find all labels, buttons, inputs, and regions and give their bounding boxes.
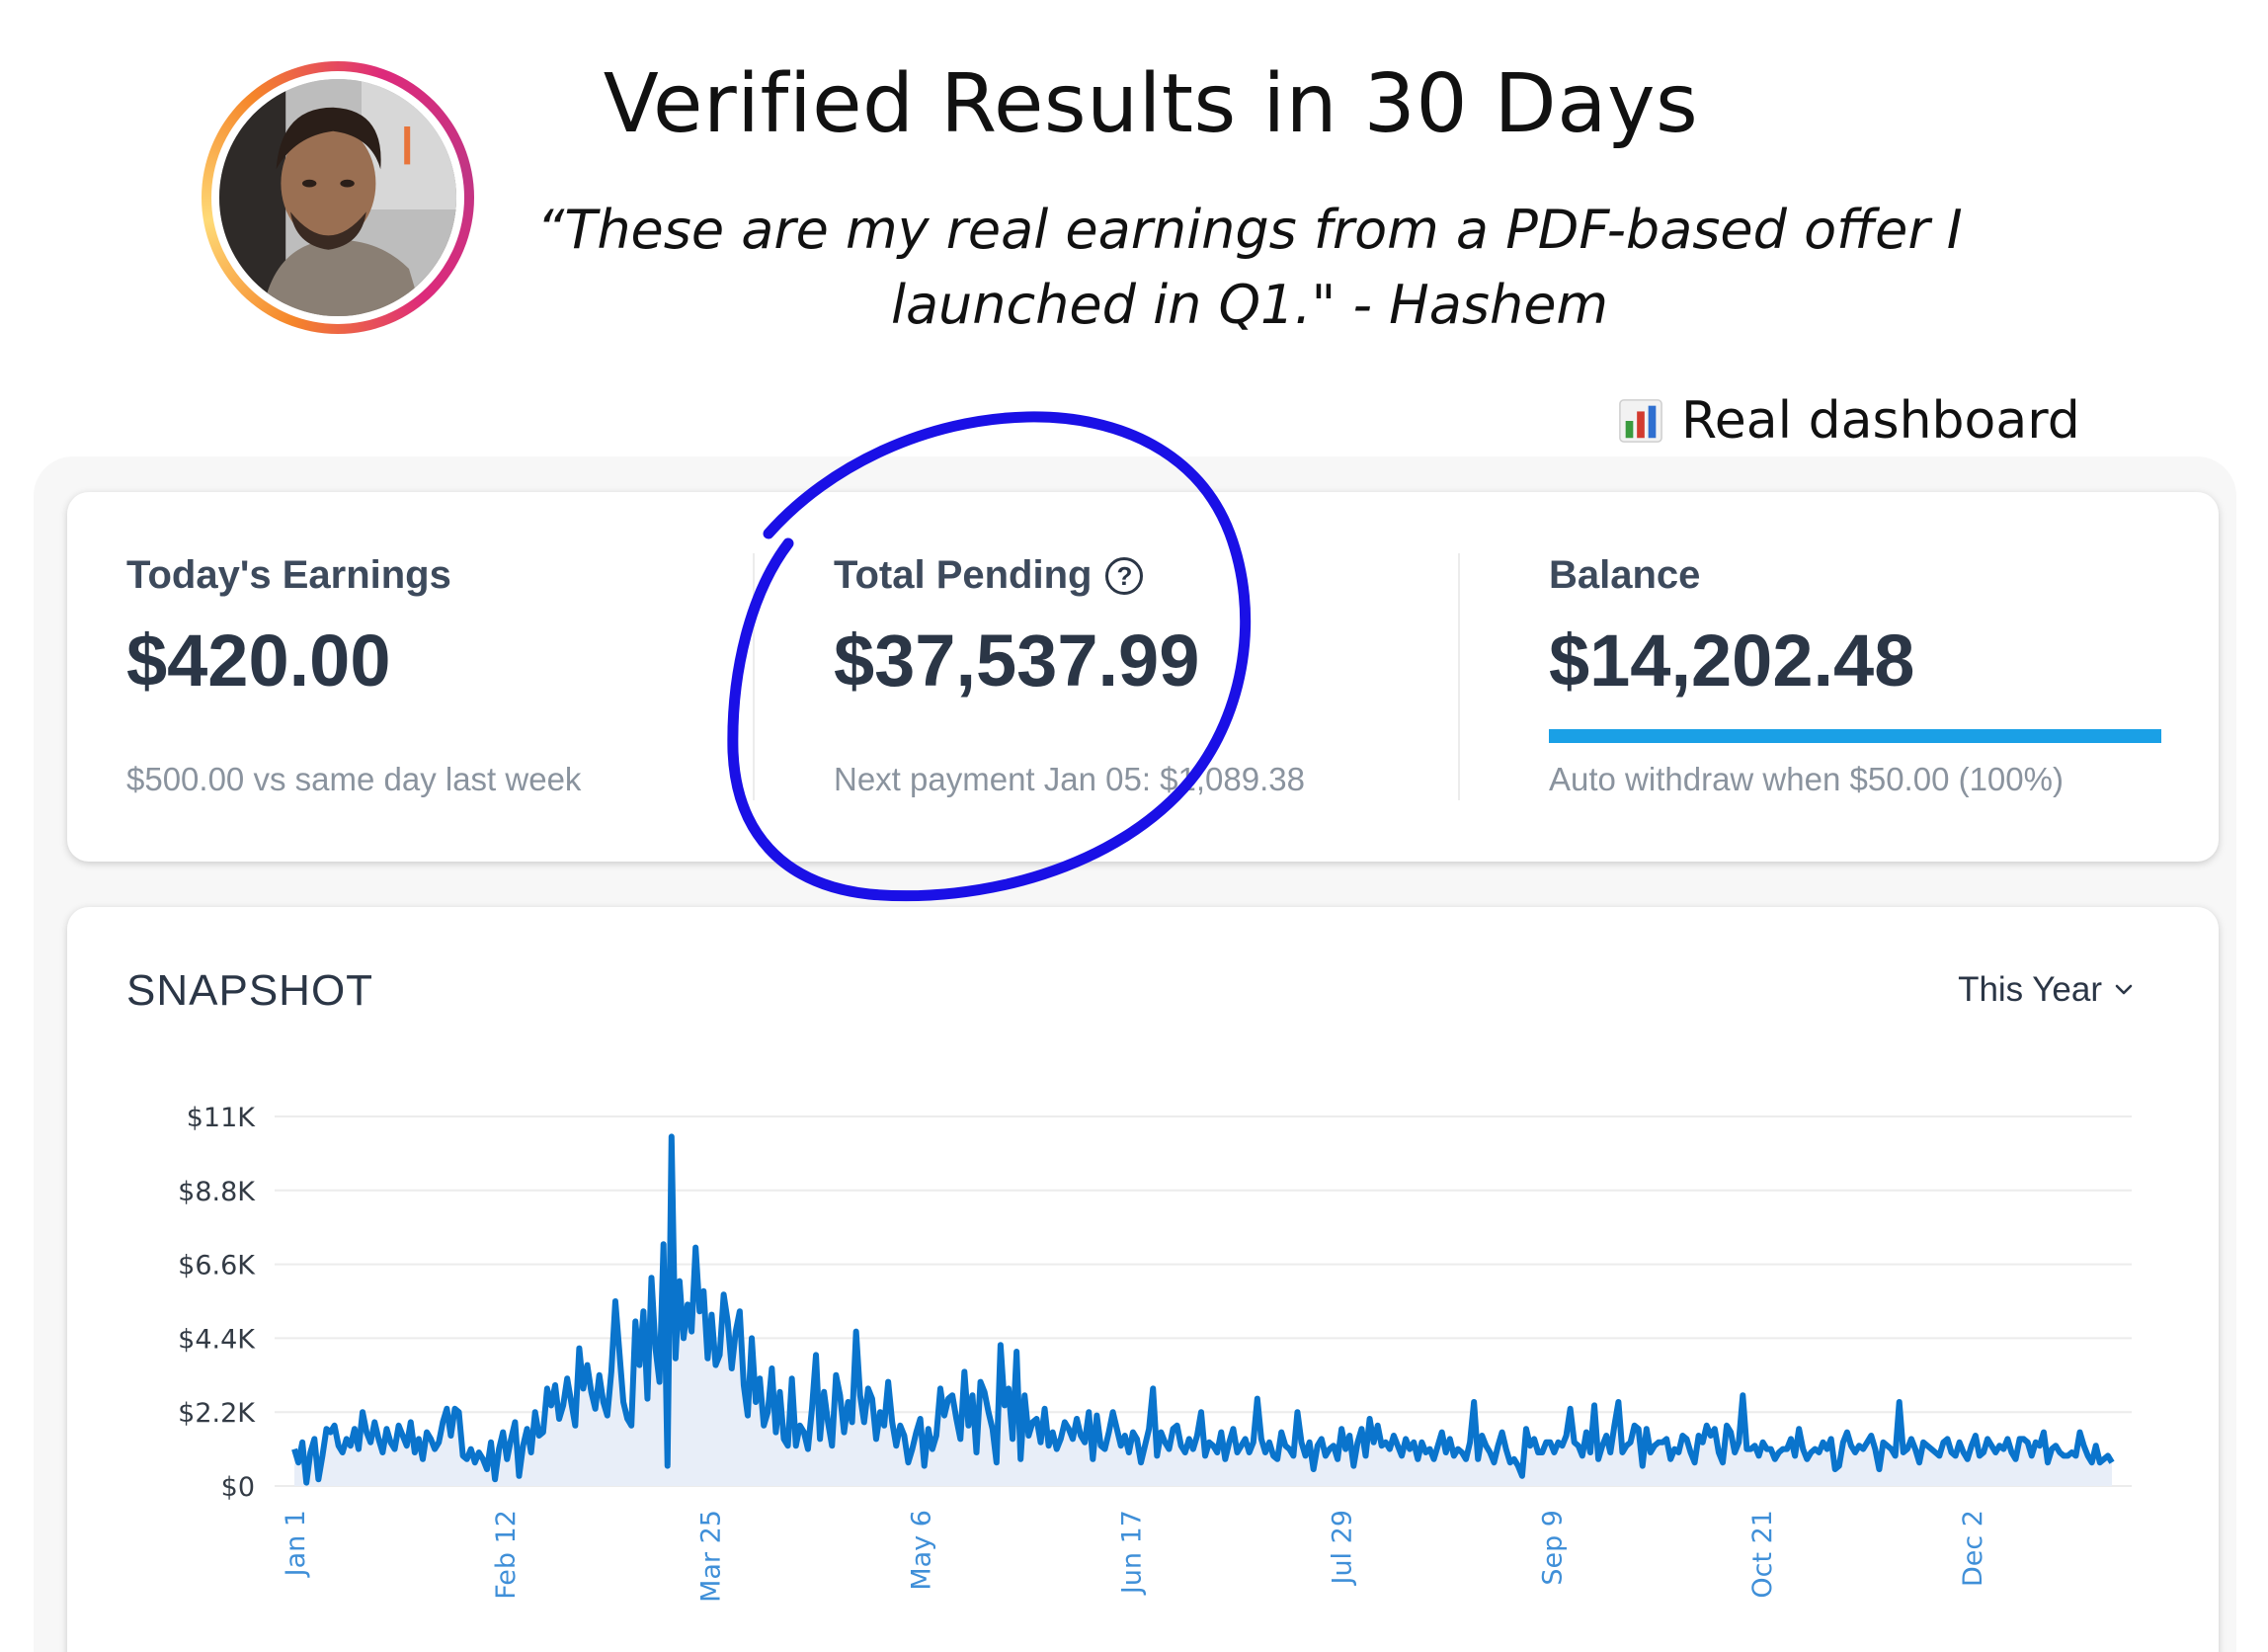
bar-chart-icon bbox=[1618, 398, 1663, 444]
stat-divider bbox=[753, 553, 755, 800]
snapshot-title: SNAPSHOT bbox=[126, 966, 373, 1016]
help-icon[interactable]: ? bbox=[1105, 557, 1143, 595]
date-range-dropdown[interactable]: This Year bbox=[1958, 970, 2134, 1010]
x-tick-label: Sep 9 bbox=[1537, 1510, 1568, 1586]
y-tick-label: $2.2K bbox=[178, 1398, 256, 1429]
auto-withdraw-progress-fill bbox=[1549, 729, 2161, 743]
today-earnings-value: $420.00 bbox=[126, 619, 391, 702]
snapshot-card: $0 $2.2K $4.4K $6.6K $8.8K $11K Jan 1 Feb 12 Mar… bbox=[67, 907, 2219, 1652]
x-tick-label: May 6 bbox=[907, 1510, 937, 1591]
x-tick-label: Jun 17 bbox=[1117, 1510, 1148, 1596]
x-tick-label: Dec 2 bbox=[1958, 1510, 1988, 1587]
auto-withdraw-progress-bar bbox=[1549, 729, 2161, 743]
balance-label: Balance bbox=[1549, 553, 1700, 598]
chevron-down-icon bbox=[2114, 983, 2134, 997]
page-title: Verified Results in 30 Days bbox=[494, 57, 1808, 151]
auto-withdraw-text: Auto withdraw when $50.00 (100%) bbox=[1549, 761, 2064, 798]
total-pending-label-text: Total Pending bbox=[834, 553, 1092, 598]
x-tick-label: Jan 1 bbox=[281, 1510, 311, 1578]
snapshot-chart: $0 $2.2K $4.4K $6.6K $8.8K $11K Jan 1 Feb 12 Mar… bbox=[67, 907, 2219, 1652]
balance-value: $14,202.48 bbox=[1549, 619, 1914, 702]
total-pending-value: $37,537.99 bbox=[834, 619, 1199, 702]
y-tick-label: $11K bbox=[187, 1103, 257, 1133]
real-dashboard-badge: Real dashboard bbox=[1618, 391, 2080, 451]
today-earnings-stat: Today's Earnings $420.00 $500.00 vs same… bbox=[126, 492, 759, 862]
x-tick-label: Feb 12 bbox=[491, 1510, 522, 1600]
y-tick-label: $4.4K bbox=[178, 1324, 256, 1355]
avatar-photo bbox=[219, 79, 456, 316]
date-range-label: This Year bbox=[1958, 970, 2102, 1010]
stats-card: Today's Earnings $420.00 $500.00 vs same… bbox=[67, 492, 2219, 862]
total-pending-label: Total Pending ? bbox=[834, 553, 1143, 598]
today-earnings-label-text: Today's Earnings bbox=[126, 553, 451, 598]
stat-divider bbox=[1458, 553, 1460, 800]
today-earnings-label: Today's Earnings bbox=[126, 553, 451, 598]
today-earnings-comparison: $500.00 vs same day last week bbox=[126, 761, 581, 798]
next-payment-text: Next payment Jan 05: $1,089.38 bbox=[834, 761, 1305, 798]
testimonial-quote: “These are my real earnings from a PDF-b… bbox=[484, 193, 2015, 343]
avatar bbox=[202, 61, 474, 334]
balance-stat: Balance $14,202.48 Auto withdraw when $5… bbox=[1549, 492, 2181, 862]
avatar-border bbox=[211, 71, 464, 324]
avatar-portrait-image bbox=[219, 79, 456, 316]
y-tick-label: $6.6K bbox=[178, 1251, 256, 1281]
x-tick-label: Oct 21 bbox=[1747, 1510, 1778, 1599]
y-tick-label: $8.8K bbox=[178, 1177, 256, 1207]
real-dashboard-label: Real dashboard bbox=[1681, 391, 2080, 451]
balance-label-text: Balance bbox=[1549, 553, 1700, 598]
total-pending-stat: Total Pending ? $37,537.99 Next payment … bbox=[834, 492, 1466, 862]
y-tick-label: $0 bbox=[221, 1472, 255, 1503]
x-tick-label: Mar 25 bbox=[696, 1510, 727, 1603]
x-tick-label: Jul 29 bbox=[1327, 1510, 1357, 1587]
